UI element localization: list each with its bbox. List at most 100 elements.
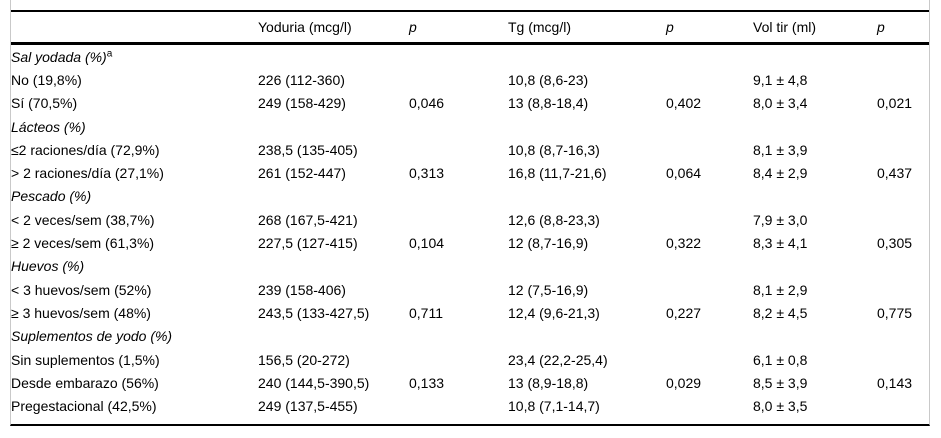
- p-value: [409, 278, 508, 301]
- section-label: Sal yodada (%)a: [11, 44, 929, 69]
- section-label: Huevos (%): [11, 258, 85, 275]
- voltir-value: 7,9 ± 3,0: [753, 211, 808, 228]
- tg-value: 12,6 (8,8-23,3): [508, 211, 600, 228]
- section-label: Pescado (%): [11, 188, 92, 205]
- tg-value: 13 (8,9-18,8): [508, 374, 589, 391]
- p-value: 0,104: [409, 235, 445, 252]
- p-value: [877, 348, 929, 371]
- col-header-yoduria: Yoduria (mcg/l): [258, 19, 352, 35]
- col-header-p-yoduria: p: [409, 19, 417, 35]
- p-value: 0,437: [877, 165, 913, 182]
- row-label: > 2 raciones/día (27,1%): [11, 165, 164, 182]
- voltir-value: 8,0 ± 3,4: [753, 95, 808, 112]
- p-value: [666, 138, 753, 161]
- p-value: [409, 208, 508, 231]
- tg-value: 10,8 (8,7-16,3): [508, 141, 600, 158]
- data-row: < 2 veces/sem (38,7%) 268 (167,5-421) 12…: [11, 208, 929, 231]
- p-value: [409, 394, 508, 417]
- voltir-value: 8,0 ± 3,5: [753, 398, 808, 415]
- p-value: [666, 208, 753, 231]
- yoduria-value: 268 (167,5-421): [258, 211, 358, 228]
- section-row-suplementos: Suplementos de yodo (%): [11, 325, 929, 348]
- data-row: No (19,8%) 226 (112-360) 10,8 (8,6-23) 9…: [11, 68, 929, 91]
- row-label: < 3 huevos/sem (52%): [11, 281, 152, 298]
- tg-value: 12 (8,7-16,9): [508, 235, 589, 252]
- row-label: ≥ 3 huevos/sem (48%): [11, 304, 151, 321]
- data-row: ≥ 3 huevos/sem (48%) 243,5 (133-427,5) 0…: [11, 301, 929, 324]
- results-table: Yoduria (mcg/l) p Tg (mcg/l) p Vol tir (…: [11, 10, 929, 418]
- data-row: Sin suplementos (1,5%) 156,5 (20-272) 23…: [11, 348, 929, 371]
- p-value: 0,029: [666, 374, 702, 391]
- yoduria-value: 240 (144,5-390,5): [258, 374, 370, 391]
- p-value: 0,021: [877, 95, 913, 112]
- section-row-lacteos: Lácteos (%): [11, 115, 929, 138]
- yoduria-value: 156,5 (20-272): [258, 351, 350, 368]
- yoduria-value: 226 (112-360): [258, 71, 345, 88]
- p-value: [877, 138, 929, 161]
- voltir-value: 8,5 ± 3,9: [753, 374, 808, 391]
- yoduria-value: 249 (137,5-455): [258, 398, 358, 415]
- col-header-tg: Tg (mcg/l): [508, 19, 571, 35]
- data-row: < 3 huevos/sem (52%) 239 (158-406) 12 (7…: [11, 278, 929, 301]
- header-row: Yoduria (mcg/l) p Tg (mcg/l) p Vol tir (…: [11, 11, 929, 44]
- p-value: [666, 68, 753, 91]
- p-value: 0,046: [409, 95, 445, 112]
- voltir-value: 8,2 ± 4,5: [753, 304, 808, 321]
- data-row: ≤2 raciones/día (72,9%) 238,5 (135-405) …: [11, 138, 929, 161]
- section-row-pescado: Pescado (%): [11, 185, 929, 208]
- row-label: ≤2 raciones/día (72,9%): [11, 141, 160, 158]
- tg-value: 10,8 (7,1-14,7): [508, 398, 600, 415]
- voltir-value: 6,1 ± 0,8: [753, 351, 808, 368]
- p-value: [877, 278, 929, 301]
- data-row: ≥ 2 veces/sem (61,3%) 227,5 (127-415) 0,…: [11, 231, 929, 254]
- tg-value: 12 (7,5-16,9): [508, 281, 589, 298]
- row-label: < 2 veces/sem (38,7%): [11, 211, 155, 228]
- section-row-sal-yodada: Sal yodada (%)a: [11, 44, 929, 69]
- p-value: [877, 208, 929, 231]
- p-value: [877, 68, 929, 91]
- p-value: [409, 348, 508, 371]
- p-value: [409, 68, 508, 91]
- section-label-text: Sal yodada (%): [11, 48, 107, 65]
- tg-value: 12,4 (9,6-21,3): [508, 304, 600, 321]
- data-row: > 2 raciones/día (27,1%) 261 (152-447) 0…: [11, 161, 929, 184]
- row-label: Sin suplementos (1,5%): [11, 351, 160, 368]
- p-value: 0,322: [666, 235, 702, 252]
- p-value: [409, 138, 508, 161]
- yoduria-value: 238,5 (135-405): [258, 141, 358, 158]
- voltir-value: 8,1 ± 2,9: [753, 281, 808, 298]
- p-value: 0,143: [877, 374, 913, 391]
- voltir-value: 9,1 ± 4,8: [753, 71, 808, 88]
- row-label: Desde embarazo (56%): [11, 374, 159, 391]
- data-row: Desde embarazo (56%) 240 (144,5-390,5) 0…: [11, 371, 929, 394]
- voltir-value: 8,4 ± 2,9: [753, 165, 808, 182]
- footnote-marker: a: [106, 47, 113, 59]
- data-row: Sí (70,5%) 249 (158-429) 0,046 13 (8,8-1…: [11, 92, 929, 115]
- yoduria-value: 261 (152-447): [258, 165, 346, 182]
- section-label: Lácteos (%): [11, 118, 86, 135]
- p-value: [666, 394, 753, 417]
- p-value: 0,227: [666, 304, 702, 321]
- p-value: 0,133: [409, 374, 445, 391]
- voltir-value: 8,3 ± 4,1: [753, 235, 808, 252]
- tg-value: 10,8 (8,6-23): [508, 71, 589, 88]
- yoduria-value: 249 (158-429): [258, 95, 346, 112]
- tg-value: 23,4 (22,2-25,4): [508, 351, 608, 368]
- col-header-p-voltir: p: [877, 19, 885, 35]
- row-label: Sí (70,5%): [11, 95, 78, 112]
- row-label: Pregestacional (42,5%): [11, 398, 157, 415]
- p-value: 0,711: [409, 304, 443, 321]
- section-row-huevos: Huevos (%): [11, 255, 929, 278]
- col-header-empty: [11, 11, 258, 44]
- table-top-spacer: [11, 0, 929, 10]
- p-value: 0,305: [877, 235, 913, 252]
- tg-value: 16,8 (11,7-21,6): [508, 165, 607, 182]
- voltir-value: 8,1 ± 3,9: [753, 141, 808, 158]
- col-header-p-tg: p: [666, 19, 674, 35]
- col-header-voltir: Vol tir (ml): [753, 19, 816, 35]
- tg-value: 13 (8,8-18,4): [508, 95, 589, 112]
- row-label: No (19,8%): [11, 71, 82, 88]
- yoduria-value: 227,5 (127-415): [258, 235, 358, 252]
- p-value: 0,775: [877, 304, 913, 321]
